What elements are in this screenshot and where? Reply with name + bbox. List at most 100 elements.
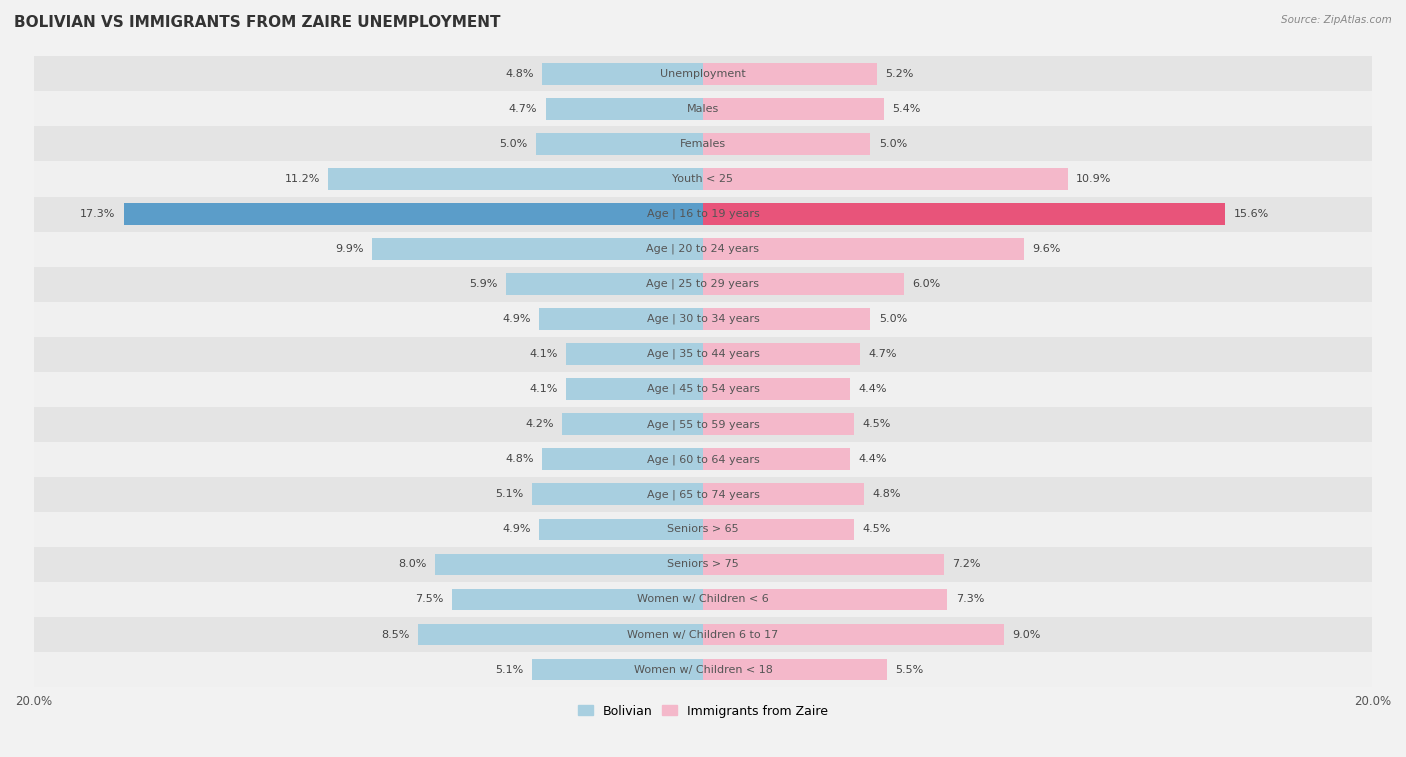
Text: 6.0%: 6.0% bbox=[912, 279, 941, 289]
Bar bbox=[419, 624, 703, 646]
Bar bbox=[34, 442, 1372, 477]
Text: 4.7%: 4.7% bbox=[509, 104, 537, 114]
Text: Source: ZipAtlas.com: Source: ZipAtlas.com bbox=[1281, 15, 1392, 25]
Bar bbox=[34, 197, 1372, 232]
Text: 8.5%: 8.5% bbox=[382, 630, 411, 640]
Text: 5.0%: 5.0% bbox=[879, 314, 907, 324]
Bar bbox=[703, 553, 943, 575]
Text: 7.3%: 7.3% bbox=[956, 594, 984, 604]
Text: 5.1%: 5.1% bbox=[496, 665, 524, 674]
Text: 7.5%: 7.5% bbox=[415, 594, 443, 604]
Bar bbox=[543, 63, 703, 85]
Text: 9.6%: 9.6% bbox=[1032, 244, 1062, 254]
Bar bbox=[562, 413, 703, 435]
Bar bbox=[34, 301, 1372, 337]
Bar bbox=[536, 133, 703, 155]
Text: 4.9%: 4.9% bbox=[502, 525, 530, 534]
Bar bbox=[703, 413, 853, 435]
Bar bbox=[34, 126, 1372, 161]
Bar bbox=[34, 266, 1372, 301]
Text: Age | 65 to 74 years: Age | 65 to 74 years bbox=[647, 489, 759, 500]
Bar bbox=[703, 378, 851, 400]
Bar bbox=[703, 168, 1067, 190]
Bar bbox=[34, 92, 1372, 126]
Text: Age | 45 to 54 years: Age | 45 to 54 years bbox=[647, 384, 759, 394]
Bar bbox=[124, 203, 703, 225]
Text: 17.3%: 17.3% bbox=[80, 209, 115, 219]
Bar bbox=[34, 232, 1372, 266]
Text: 4.1%: 4.1% bbox=[529, 385, 557, 394]
Text: 4.8%: 4.8% bbox=[872, 489, 900, 500]
Text: 9.9%: 9.9% bbox=[335, 244, 363, 254]
Text: Females: Females bbox=[681, 139, 725, 149]
Text: Age | 30 to 34 years: Age | 30 to 34 years bbox=[647, 314, 759, 325]
Text: Age | 20 to 24 years: Age | 20 to 24 years bbox=[647, 244, 759, 254]
Legend: Bolivian, Immigrants from Zaire: Bolivian, Immigrants from Zaire bbox=[572, 699, 834, 723]
Bar bbox=[371, 238, 703, 260]
Bar bbox=[34, 582, 1372, 617]
Bar bbox=[703, 448, 851, 470]
Text: 4.4%: 4.4% bbox=[859, 385, 887, 394]
Text: 5.4%: 5.4% bbox=[893, 104, 921, 114]
Bar bbox=[703, 98, 884, 120]
Text: BOLIVIAN VS IMMIGRANTS FROM ZAIRE UNEMPLOYMENT: BOLIVIAN VS IMMIGRANTS FROM ZAIRE UNEMPL… bbox=[14, 15, 501, 30]
Text: 4.1%: 4.1% bbox=[529, 349, 557, 359]
Text: 4.2%: 4.2% bbox=[526, 419, 554, 429]
Text: Age | 25 to 29 years: Age | 25 to 29 years bbox=[647, 279, 759, 289]
Text: 4.5%: 4.5% bbox=[862, 419, 890, 429]
Bar bbox=[34, 56, 1372, 92]
Text: Unemployment: Unemployment bbox=[661, 69, 745, 79]
Bar bbox=[565, 378, 703, 400]
Text: 5.1%: 5.1% bbox=[496, 489, 524, 500]
Bar bbox=[34, 337, 1372, 372]
Text: 5.2%: 5.2% bbox=[886, 69, 914, 79]
Bar bbox=[34, 372, 1372, 407]
Text: Youth < 25: Youth < 25 bbox=[672, 174, 734, 184]
Bar bbox=[533, 659, 703, 681]
Text: Women w/ Children < 6: Women w/ Children < 6 bbox=[637, 594, 769, 604]
Text: 4.8%: 4.8% bbox=[506, 69, 534, 79]
Bar bbox=[34, 477, 1372, 512]
Bar bbox=[34, 617, 1372, 652]
Text: 5.5%: 5.5% bbox=[896, 665, 924, 674]
Bar bbox=[703, 659, 887, 681]
Text: 4.4%: 4.4% bbox=[859, 454, 887, 464]
Text: 5.0%: 5.0% bbox=[879, 139, 907, 149]
Text: 5.9%: 5.9% bbox=[468, 279, 498, 289]
Text: Seniors > 65: Seniors > 65 bbox=[668, 525, 738, 534]
Text: 7.2%: 7.2% bbox=[952, 559, 981, 569]
Text: 15.6%: 15.6% bbox=[1233, 209, 1268, 219]
Bar bbox=[703, 238, 1025, 260]
Bar bbox=[703, 519, 853, 540]
Bar bbox=[546, 98, 703, 120]
Text: Age | 60 to 64 years: Age | 60 to 64 years bbox=[647, 454, 759, 465]
Text: 11.2%: 11.2% bbox=[284, 174, 319, 184]
Bar bbox=[703, 344, 860, 365]
Bar bbox=[703, 273, 904, 295]
Bar bbox=[703, 203, 1225, 225]
Bar bbox=[703, 308, 870, 330]
Text: Age | 55 to 59 years: Age | 55 to 59 years bbox=[647, 419, 759, 429]
Text: Age | 16 to 19 years: Age | 16 to 19 years bbox=[647, 209, 759, 220]
Text: 5.0%: 5.0% bbox=[499, 139, 527, 149]
Bar bbox=[34, 547, 1372, 582]
Bar bbox=[703, 484, 863, 505]
Bar bbox=[533, 484, 703, 505]
Text: 4.5%: 4.5% bbox=[862, 525, 890, 534]
Bar bbox=[565, 344, 703, 365]
Bar bbox=[34, 512, 1372, 547]
Bar bbox=[34, 161, 1372, 197]
Text: Age | 35 to 44 years: Age | 35 to 44 years bbox=[647, 349, 759, 360]
Text: Seniors > 75: Seniors > 75 bbox=[666, 559, 740, 569]
Text: 4.7%: 4.7% bbox=[869, 349, 897, 359]
Text: Women w/ Children 6 to 17: Women w/ Children 6 to 17 bbox=[627, 630, 779, 640]
Bar bbox=[703, 589, 948, 610]
Text: 9.0%: 9.0% bbox=[1012, 630, 1040, 640]
Bar bbox=[34, 652, 1372, 687]
Bar bbox=[506, 273, 703, 295]
Bar bbox=[538, 519, 703, 540]
Text: Males: Males bbox=[688, 104, 718, 114]
Bar bbox=[436, 553, 703, 575]
Bar bbox=[34, 407, 1372, 442]
Bar bbox=[328, 168, 703, 190]
